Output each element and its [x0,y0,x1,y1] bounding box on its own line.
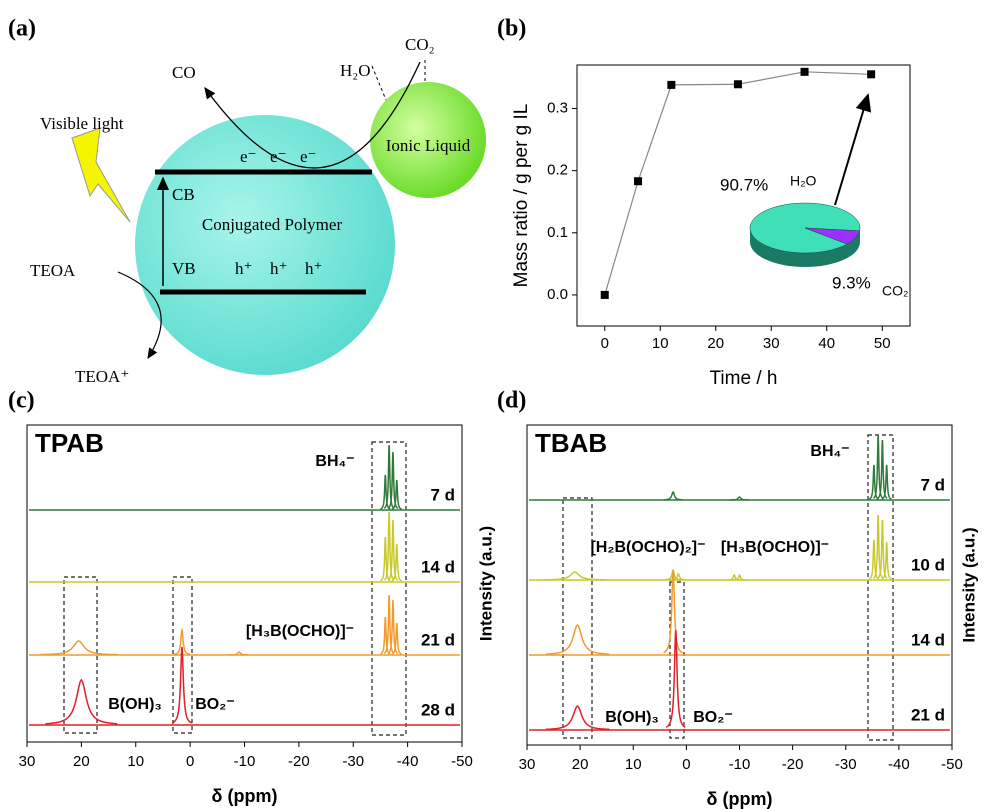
annotation: BH₄⁻ [810,443,849,460]
series-label: 10 d [911,555,945,574]
label: CO [172,63,196,82]
x-tick-label: 20 [707,335,724,352]
x-tick-label: 40 [818,335,835,352]
x-tick-label: 30 [19,753,36,770]
series-label: 14 d [911,630,945,649]
x-tick-label: 30 [519,756,536,773]
annotation: BO₂⁻ [693,709,733,726]
panel-label: (d) [497,388,526,414]
label: h⁺ [305,259,322,278]
label: h⁺ [270,259,287,278]
label: Visible light [40,114,124,133]
annotation: B(OH)₃ [605,709,659,726]
label: H₂O [340,61,370,80]
label: Ionic Liquid [386,136,471,155]
annotation: [H₃B(OCHO)]⁻ [246,623,354,640]
x-tick-label: -10 [729,756,751,773]
annotation: [H₃B(OCHO)]⁻ [721,539,829,556]
marker [734,80,742,88]
annotation: B(OH)₃ [108,696,162,713]
panel-label: (c) [8,388,35,414]
x-tick-label: -30 [342,753,364,770]
peak [543,572,607,580]
plot-title: TPAB [35,428,104,458]
pie-value-label: 90.7% [720,175,768,194]
x-axis-label: Time / h [710,368,778,389]
peak [664,492,683,500]
x-tick-label: -30 [835,756,857,773]
h2o-leader [372,66,386,100]
label: CB [172,185,195,204]
peak [40,641,118,655]
label: e⁻ [300,147,317,166]
label: e⁻ [240,147,257,166]
y-axis-label: Intensity (a.u.) [476,526,495,641]
series-label: 28 d [421,700,455,719]
pie-category-label: H₂O [790,173,817,189]
plot-title: TBAB [535,428,607,458]
series-label: 21 d [911,705,945,724]
x-axis-label: δ (ppm) [212,786,278,806]
x-tick-label: -20 [288,753,310,770]
marker [867,70,875,78]
x-tick-label: 20 [572,756,589,773]
y-axis-label: Intensity (a.u.) [959,527,978,642]
marker [601,291,609,299]
x-tick-label: 30 [763,335,780,352]
peak [45,680,117,724]
figure: (a) Visible light CO H₂O CO₂ Ionic Liqui… [0,0,986,809]
x-tick-label: 10 [127,753,144,770]
x-tick-label: 50 [874,335,891,352]
pie-category-label: CO₂ [882,283,908,299]
x-tick-label: 0 [682,756,690,773]
x-tick-label: -20 [782,756,804,773]
marker [667,81,675,89]
x-tick-label: 0 [186,753,194,770]
x-tick-label: 0 [601,335,609,352]
series-label: 7 d [920,475,945,494]
y-tick-label: 0.0 [547,286,568,303]
x-tick-label: -50 [451,753,473,770]
label: CO₂ [405,35,435,54]
x-tick-label: -40 [397,753,419,770]
peak [546,625,610,654]
series-label: 21 d [421,630,455,649]
y-tick-label: 0.1 [547,224,568,241]
label: TEOA [30,261,76,280]
label: Conjugated Polymer [202,215,343,234]
panel-label: (a) [8,16,36,42]
y-axis-label: Mass ratio / g per g IL [511,104,532,288]
x-tick-label: 10 [652,335,669,352]
peak [546,706,610,729]
plot-frame [527,425,952,745]
panel-label: (b) [497,16,526,42]
inset-arrow [835,95,868,205]
diagram: (a) Visible light CO H₂O CO₂ Ionic Liqui… [8,16,486,386]
y-tick-label: 0.3 [547,99,568,116]
annotation: [H₂B(OCHO)₂]⁻ [590,539,705,556]
label: e⁻ [270,147,287,166]
y-tick-label: 0.2 [547,162,568,179]
marker [801,68,809,76]
label: h⁺ [235,259,252,278]
series-label: 14 d [421,557,455,576]
x-tick-label: 10 [625,756,642,773]
pie-value-label: 9.3% [832,273,871,292]
plot-frame [27,425,462,742]
x-tick-label: -40 [888,756,910,773]
lightning [72,128,130,222]
x-tick-label: 20 [73,753,90,770]
label: VB [172,259,196,278]
x-axis-label: δ (ppm) [707,789,773,809]
marker [634,177,642,185]
label: TEOA⁺ [75,367,129,386]
polymer-sphere [135,115,395,375]
annotation: BO₂⁻ [195,696,235,713]
x-tick-label: -10 [234,753,256,770]
x-tick-label: -50 [941,756,963,773]
annotation: BH₄⁻ [315,453,354,470]
peak [172,647,192,723]
series-label: 7 d [430,485,455,504]
